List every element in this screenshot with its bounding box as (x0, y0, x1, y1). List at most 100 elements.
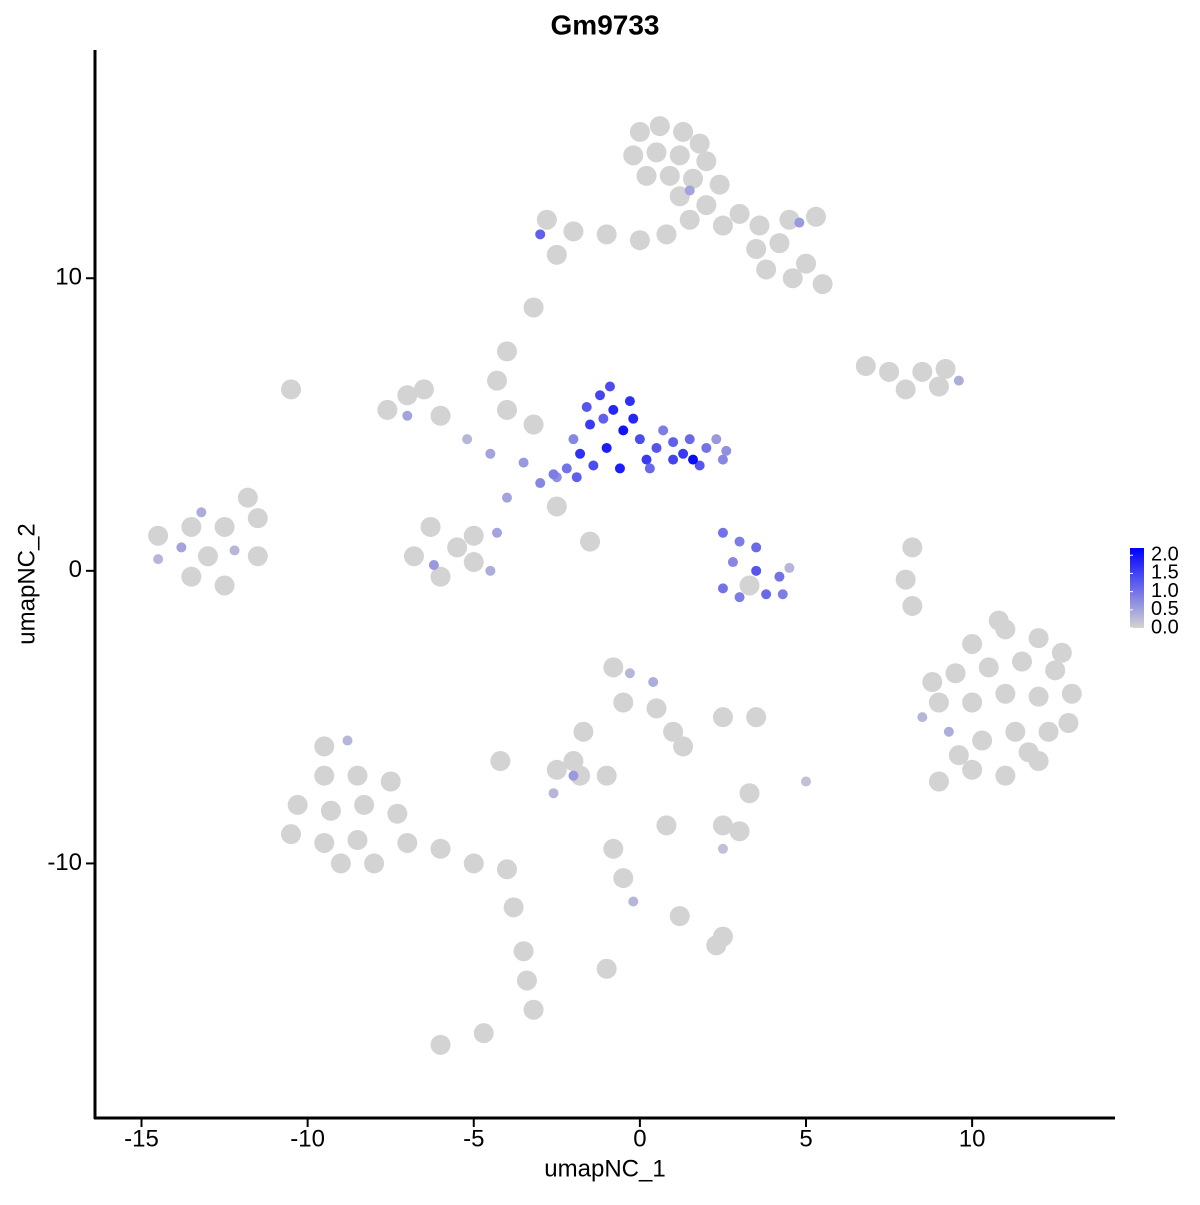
cell-point (485, 448, 496, 459)
cell-point (784, 562, 795, 573)
x-tick-label: 10 (959, 1125, 986, 1152)
cell-point (935, 358, 956, 379)
cell-point (917, 712, 928, 723)
cell-point (535, 478, 546, 489)
cell-point (463, 552, 484, 573)
cell-point (943, 726, 954, 737)
cell-point (546, 244, 567, 265)
cell-point (669, 145, 690, 166)
cell-point (1051, 642, 1072, 663)
cell-point (247, 546, 268, 567)
legend-tick-label: 0.0 (1151, 616, 1179, 638)
cell-point (673, 121, 694, 142)
cell-point (492, 527, 503, 538)
cell-point (548, 469, 559, 480)
cell-point (330, 853, 351, 874)
cell-point (535, 229, 546, 240)
y-tick-label: -10 (47, 849, 82, 876)
cell-point (523, 414, 544, 435)
cell-point (688, 454, 699, 465)
cell-point (153, 554, 164, 565)
cell-point (717, 454, 728, 465)
cell-point (912, 361, 933, 382)
cell-point (658, 425, 669, 436)
points (148, 116, 1082, 1055)
cell-point (711, 434, 722, 445)
cell-point (769, 233, 790, 254)
cell-point (995, 765, 1016, 786)
cell-point (214, 575, 235, 596)
cell-point (518, 457, 529, 468)
legend-tick-label: 1.0 (1151, 580, 1179, 602)
cell-point (746, 238, 767, 259)
legend-tick-label: 1.5 (1151, 562, 1179, 584)
cell-point (717, 583, 728, 594)
cell-point (928, 692, 949, 713)
x-tick-label: 5 (799, 1125, 812, 1152)
cell-point (430, 566, 451, 587)
cell-point (485, 565, 496, 576)
cell-point (281, 379, 302, 400)
cell-point (1045, 660, 1066, 681)
cell-point (712, 215, 733, 236)
cell-point (634, 434, 645, 445)
cell-point (364, 853, 385, 874)
cell-point (613, 692, 634, 713)
cell-point (1005, 721, 1026, 742)
cell-point (629, 230, 650, 251)
cell-point (673, 736, 694, 757)
cell-point (812, 274, 833, 295)
cell-point (669, 906, 690, 927)
cell-point (656, 815, 677, 836)
cell-point (663, 721, 684, 742)
color-bar (1130, 548, 1144, 628)
cell-point (684, 434, 695, 445)
cell-point (988, 610, 1009, 631)
cell-point (624, 396, 635, 407)
cell-point (601, 442, 612, 453)
cell-point (805, 206, 826, 227)
cell-point (679, 209, 700, 230)
cell-point (953, 375, 964, 386)
cell-point (746, 707, 767, 728)
cell-point (447, 537, 468, 558)
cell-point (420, 516, 441, 537)
cell-point (777, 589, 788, 600)
cell-point (1038, 721, 1059, 742)
cell-point (739, 575, 760, 596)
cell-point (1018, 742, 1039, 763)
cell-point (573, 721, 594, 742)
cell-point (644, 463, 655, 474)
cell-point (706, 935, 727, 956)
cell-point (701, 442, 712, 453)
cell-point (595, 390, 606, 401)
cell-point (176, 542, 187, 553)
cell-point (575, 448, 586, 459)
cell-point (546, 759, 567, 780)
cell-point (855, 356, 876, 377)
cell-point (581, 401, 592, 412)
cell-point (354, 794, 375, 815)
cell-point (548, 788, 559, 799)
cell-point (709, 174, 730, 195)
cell-point (721, 445, 732, 456)
cell-point (779, 209, 800, 230)
cell-point (614, 463, 625, 474)
cell-point (613, 868, 634, 889)
cell-point (462, 434, 473, 445)
cell-point (596, 958, 617, 979)
cell-point (247, 508, 268, 529)
cell-point (928, 771, 949, 792)
cell-point (659, 165, 680, 186)
x-tick-label: -5 (463, 1125, 484, 1152)
cell-point (895, 379, 916, 400)
cell-point (628, 413, 639, 424)
cell-point (648, 677, 659, 688)
cell-point (387, 803, 408, 824)
cell-point (717, 843, 728, 854)
cell-point (229, 545, 240, 556)
cell-point (636, 165, 657, 186)
cell-point (570, 765, 591, 786)
